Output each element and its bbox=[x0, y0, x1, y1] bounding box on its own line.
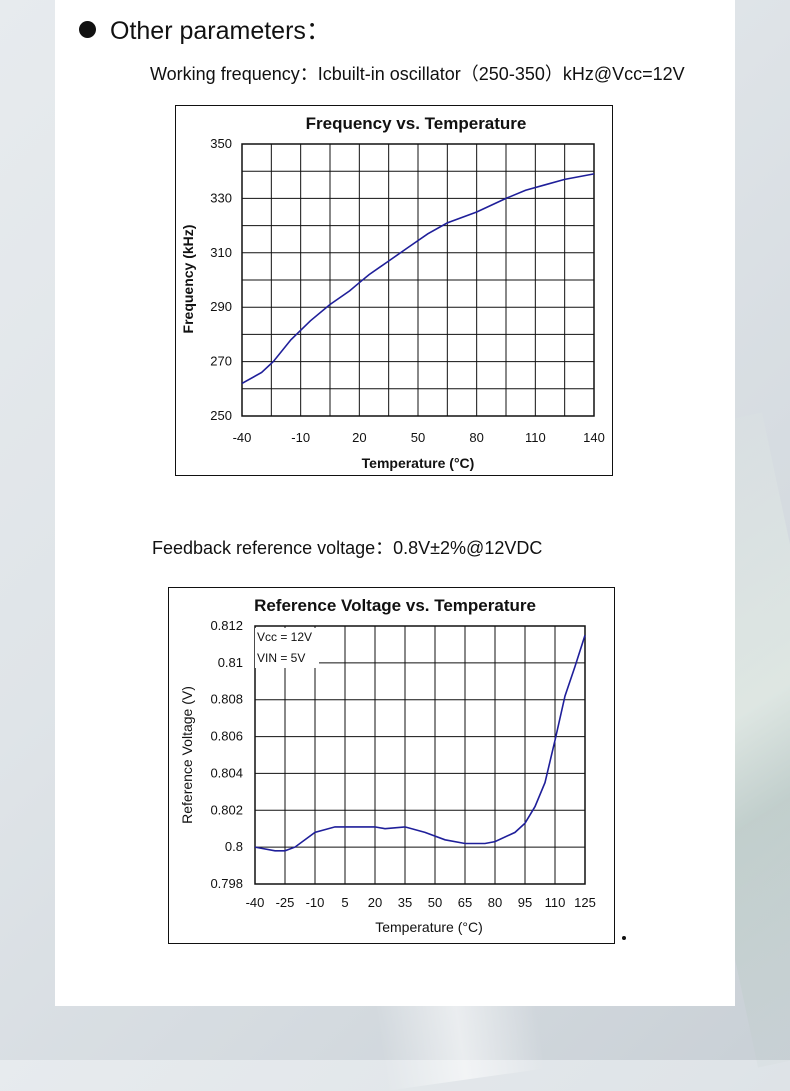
y-tick-label: 250 bbox=[210, 408, 232, 423]
annotation-box bbox=[255, 628, 319, 668]
x-tick-label: 20 bbox=[368, 895, 382, 910]
x-tick-label: 65 bbox=[458, 895, 472, 910]
working-frequency-spec: Working frequency：Icbuilt-in oscillator（… bbox=[150, 64, 685, 84]
x-tick-label: -10 bbox=[291, 430, 310, 445]
x-tick-label: -40 bbox=[246, 895, 265, 910]
bullet-icon bbox=[79, 20, 96, 38]
y-axis-label: Frequency (kHz) bbox=[180, 225, 196, 334]
x-tick-label: -10 bbox=[306, 895, 325, 910]
y-tick-label: 310 bbox=[210, 245, 232, 260]
y-tick-label: 0.802 bbox=[210, 802, 243, 817]
y-tick-label: 0.798 bbox=[210, 876, 243, 891]
x-tick-label: 50 bbox=[428, 895, 442, 910]
y-tick-label: 270 bbox=[210, 354, 232, 369]
feedback-voltage-spec: Feedback reference voltage：0.8V±2%@12VDC bbox=[152, 538, 543, 558]
section-heading-text: Other parameters： bbox=[110, 17, 331, 45]
x-tick-label: 20 bbox=[352, 430, 366, 445]
x-tick-label: -25 bbox=[276, 895, 295, 910]
y-tick-label: 0.808 bbox=[210, 692, 243, 707]
frequency-chart-svg: Frequency vs. Temperature -40 -10 20 50 80 11… bbox=[180, 114, 605, 471]
stray-dot bbox=[622, 936, 626, 940]
x-tick-label: 80 bbox=[469, 430, 483, 445]
x-tick-label: 80 bbox=[488, 895, 502, 910]
y-tick-label: 290 bbox=[210, 299, 232, 314]
reference-voltage-chart-svg: Reference Voltage vs. Temperature -40 -25… bbox=[179, 596, 596, 935]
x-tick-label: -40 bbox=[233, 430, 252, 445]
y-tick-label: 0.8 bbox=[225, 839, 243, 854]
y-tick-label: 350 bbox=[210, 136, 232, 151]
annotation-vin: VIN = 5V bbox=[257, 651, 305, 665]
plot-frame bbox=[254, 625, 586, 885]
series-line bbox=[254, 634, 586, 852]
x-tick-label: 140 bbox=[583, 430, 605, 445]
y-tick-label: 330 bbox=[210, 190, 232, 205]
x-tick-label: 110 bbox=[525, 430, 546, 445]
reference-voltage-chart: Reference Voltage vs. Temperature -40 -25… bbox=[168, 587, 615, 944]
x-axis-label: Temperature (°C) bbox=[375, 919, 483, 935]
y-axis-label: Reference Voltage (V) bbox=[179, 686, 195, 824]
section-heading: Other parameters： bbox=[79, 12, 331, 46]
plot-frame bbox=[241, 143, 595, 417]
frequency-chart: Frequency vs. Temperature -40 -10 20 50 80 11… bbox=[175, 105, 613, 476]
x-tick-label: 50 bbox=[411, 430, 425, 445]
x-tick-label: 35 bbox=[398, 895, 412, 910]
y-tick-label: 0.81 bbox=[218, 655, 243, 670]
x-tick-label: 5 bbox=[341, 895, 348, 910]
annotation-vcc: Vcc = 12V bbox=[257, 630, 312, 644]
y-tick-label: 0.812 bbox=[210, 618, 243, 633]
series-line bbox=[241, 173, 595, 385]
chart-title: Reference Voltage vs. Temperature bbox=[254, 596, 536, 615]
x-tick-label: 110 bbox=[545, 895, 566, 910]
y-tick-label: 0.806 bbox=[210, 729, 243, 744]
x-tick-label: 125 bbox=[574, 895, 596, 910]
x-tick-label: 95 bbox=[518, 895, 532, 910]
y-tick-label: 0.804 bbox=[210, 765, 243, 780]
chart-title: Frequency vs. Temperature bbox=[306, 114, 527, 133]
x-axis-label: Temperature (°C) bbox=[362, 455, 475, 471]
